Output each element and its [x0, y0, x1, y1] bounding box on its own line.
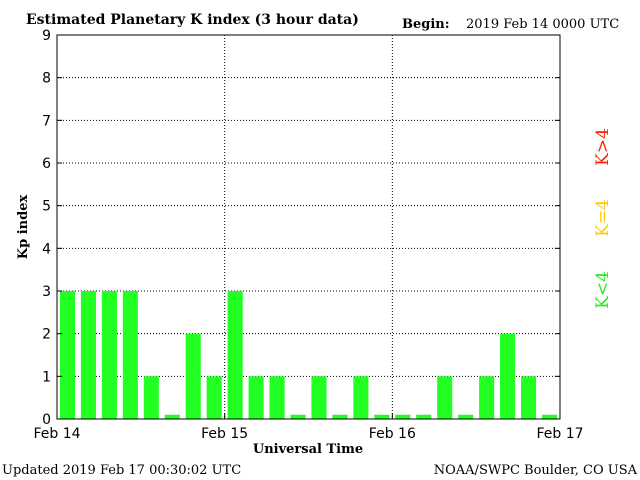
y-tick-label: 4 — [42, 241, 51, 257]
x-axis-label: Universal Time — [253, 442, 363, 457]
y-tick-label: 0 — [42, 412, 51, 428]
kp-bar — [458, 414, 474, 419]
y-tick-label: 9 — [42, 28, 51, 44]
y-axis-ticks: 0 1 2 3 4 5 6 7 8 9 — [42, 28, 560, 428]
legend: K<4 K=4 K>4 — [593, 128, 613, 309]
legend-entry: K>4 — [593, 128, 613, 166]
x-tick-label: Feb 14 — [33, 426, 80, 442]
begin-label: Begin: — [402, 17, 450, 32]
kp-bar — [80, 291, 96, 419]
kp-bar — [500, 333, 516, 419]
legend-entry: K=4 — [593, 199, 613, 237]
kp-bar — [479, 376, 495, 419]
y-tick-label: 7 — [42, 113, 51, 129]
credit-text: NOAA/SWPC Boulder, CO USA — [434, 463, 638, 478]
kp-bar — [311, 376, 327, 419]
kp-bar — [143, 376, 159, 419]
y-axis-label: Kp index — [16, 195, 31, 260]
kp-bar — [290, 414, 306, 419]
updated-timestamp: Updated 2019 Feb 17 00:30:02 UTC — [2, 463, 241, 478]
bars — [59, 291, 558, 419]
kp-bar — [59, 291, 76, 419]
chart-title: Estimated Planetary K index (3 hour data… — [26, 12, 359, 28]
y-tick-label: 5 — [42, 199, 51, 215]
x-tick-label: Feb 16 — [369, 426, 416, 442]
kp-bar — [395, 414, 411, 419]
y-tick-label: 1 — [42, 369, 51, 385]
begin-value: 2019 Feb 14 0000 UTC — [466, 17, 619, 32]
kp-bar — [332, 414, 348, 419]
y-tick-label: 2 — [42, 327, 51, 343]
kp-bar — [541, 414, 558, 419]
y-tick-label: 6 — [42, 156, 51, 172]
kp-bar — [353, 376, 369, 419]
y-tick-label: 8 — [42, 71, 51, 87]
x-axis-ticks: Feb 14 Feb 15 Feb 16 Feb 17 — [33, 413, 584, 442]
kp-bar — [206, 376, 222, 419]
kp-bar — [122, 291, 138, 419]
kp-bar — [437, 376, 453, 419]
kp-bar — [521, 376, 537, 419]
x-tick-label: Feb 15 — [201, 426, 248, 442]
kp-bar — [164, 414, 180, 419]
kp-bar — [101, 291, 117, 419]
kp-bar — [269, 376, 285, 419]
kp-bar — [227, 291, 243, 419]
kp-bar — [374, 414, 390, 419]
legend-entry: K<4 — [593, 271, 613, 309]
plot-frame — [56, 34, 561, 420]
kp-bar — [185, 333, 201, 419]
x-tick-label: Feb 17 — [536, 426, 583, 442]
kp-bar — [416, 414, 432, 419]
y-tick-label: 3 — [42, 284, 51, 300]
kp-bar — [248, 376, 264, 419]
grid — [57, 35, 560, 419]
